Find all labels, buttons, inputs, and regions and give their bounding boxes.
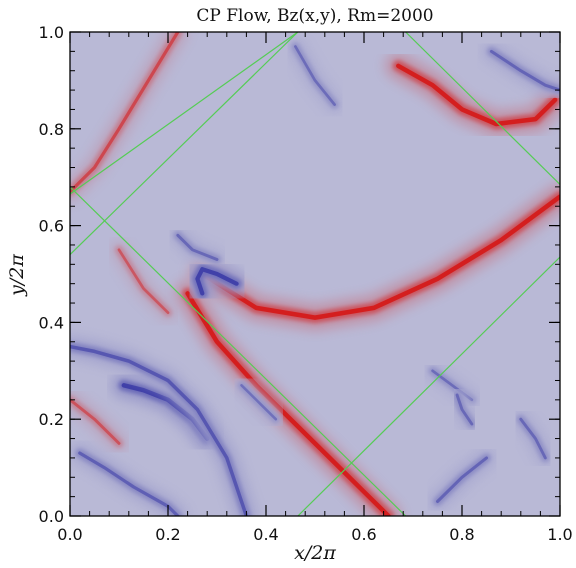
axis-ticks bbox=[69, 31, 561, 517]
positive-bz-structure bbox=[70, 390, 129, 454]
plot-frame bbox=[69, 31, 561, 517]
tick-labels: 0.0 0.2 0.4 0.6 0.8 1.0 0.0 0.2 0.4 0.6 0.8 1.0 bbox=[39, 23, 573, 544]
structure-core bbox=[294, 45, 336, 106]
positive-bz-structure bbox=[109, 240, 178, 323]
y-tick-label: 0.4 bbox=[39, 313, 64, 332]
negative-bz-structure bbox=[70, 442, 189, 516]
y-tick-label: 1.0 bbox=[39, 23, 64, 42]
y-tick-label: 0.0 bbox=[39, 507, 64, 526]
x-axis-label: x/2π bbox=[294, 542, 336, 564]
positive-bz-structure bbox=[385, 52, 560, 137]
negative-bz-structure bbox=[185, 256, 249, 306]
positive-bz-structure bbox=[189, 183, 560, 331]
separatrix-line bbox=[405, 32, 560, 185]
structure-core bbox=[240, 384, 278, 421]
field-structures bbox=[70, 32, 560, 516]
x-tick-label: 0.6 bbox=[351, 525, 376, 544]
separatrix-lines bbox=[70, 32, 560, 516]
negative-bz-structure bbox=[70, 335, 258, 516]
x-tick-label: 0.0 bbox=[57, 525, 82, 544]
structure-core bbox=[200, 194, 560, 320]
structure-core bbox=[70, 32, 180, 194]
structure-core bbox=[117, 248, 170, 315]
chart-title: CP Flow, Bz(x,y), Rm=2000 bbox=[196, 6, 433, 26]
negative-bz-structure bbox=[447, 385, 482, 434]
negative-bz-structure bbox=[427, 447, 497, 512]
separatrix-line bbox=[70, 32, 299, 195]
structure-core bbox=[176, 233, 219, 261]
x-tick-label: 0.8 bbox=[449, 525, 474, 544]
negative-bz-structure bbox=[232, 376, 285, 429]
positive-bz-structure bbox=[174, 280, 402, 516]
x-tick-label: 1.0 bbox=[547, 525, 572, 544]
structure-core bbox=[489, 49, 560, 92]
x-tick-label: 0.2 bbox=[155, 525, 180, 544]
y-tick-label: 0.8 bbox=[39, 120, 64, 139]
plot-area bbox=[70, 32, 560, 516]
negative-bz-structure bbox=[511, 409, 555, 468]
negative-bz-structure bbox=[168, 225, 227, 270]
structure-core bbox=[70, 398, 121, 445]
structure-core bbox=[396, 63, 558, 127]
structure-core bbox=[185, 291, 391, 516]
x-tick-label: 0.4 bbox=[253, 525, 278, 544]
structure-core bbox=[70, 344, 249, 516]
negative-bz-structure bbox=[481, 41, 560, 101]
separatrix-line bbox=[70, 186, 407, 516]
positive-bz-structure bbox=[70, 32, 189, 202]
structure-core bbox=[436, 456, 488, 503]
structure-core bbox=[455, 393, 474, 426]
separatrix-line bbox=[297, 256, 560, 516]
structure-core bbox=[195, 267, 239, 296]
separatrix-line bbox=[70, 32, 299, 256]
y-tick-label: 0.6 bbox=[39, 217, 64, 236]
structure-core bbox=[519, 417, 547, 460]
y-tick-label: 0.2 bbox=[39, 410, 64, 429]
negative-bz-structure bbox=[286, 37, 344, 114]
structure-core bbox=[78, 451, 180, 516]
y-axis-label: y/2π bbox=[6, 254, 28, 297]
